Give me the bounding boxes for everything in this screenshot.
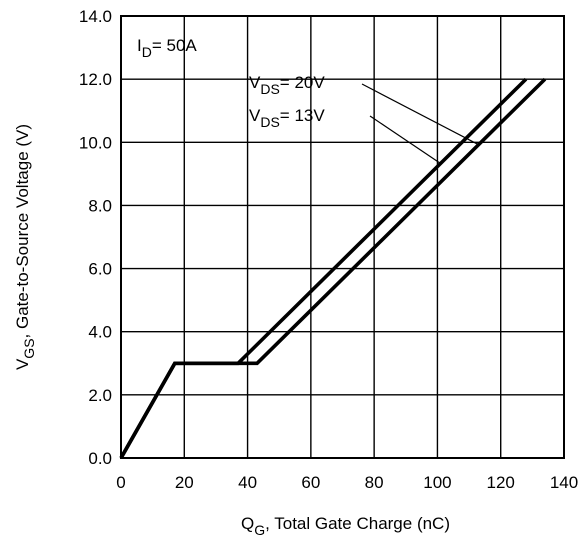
x-tick-label: 60 [301, 473, 320, 492]
y-axis-label-sub: GS [21, 338, 37, 358]
vds-13v-main: V [249, 106, 261, 125]
x-axis-label: QG, Total Gate Charge (nC) [241, 514, 450, 538]
y-tick-label: 12.0 [79, 70, 112, 89]
y-tick-label: 10.0 [79, 133, 112, 152]
id-annotation: ID= 50A [137, 36, 197, 60]
x-axis-label-main: Q [241, 514, 254, 533]
vds-20v-annotation: VDS= 20V [249, 73, 325, 97]
vds-13v-sub: DS [260, 114, 279, 130]
vds-20v-rest: = 20V [280, 73, 326, 92]
y-tick-label: 4.0 [88, 323, 112, 342]
plot-area-frame [120, 15, 565, 459]
y-tick-label: 2.0 [88, 386, 112, 405]
vds-13v-annotation: VDS= 13V [249, 106, 325, 130]
vds-20v-main: V [249, 73, 261, 92]
grid-lines [121, 16, 564, 458]
data-series [119, 77, 547, 459]
x-axis-label-rest: , Total Gate Charge (nC) [265, 514, 450, 533]
y-tick-label: 8.0 [88, 196, 112, 215]
series-line-vds-20v [119, 77, 547, 459]
y-axis-label: VGS, Gate-to-Source Voltage (V) [13, 124, 37, 370]
vds-20v-sub: DS [260, 81, 279, 97]
leader-line-vds-20v [361, 83, 479, 146]
y-tick-label: 6.0 [88, 260, 112, 279]
id-annotation-main: I [137, 36, 142, 55]
y-tick-label: 0.0 [88, 449, 112, 468]
y-tick-label: 14.0 [79, 7, 112, 26]
id-annotation-sub: D [142, 44, 152, 60]
x-tick-label: 20 [175, 473, 194, 492]
annotation-leader-lines [361, 83, 479, 164]
leader-line-vds-13v [369, 115, 441, 164]
x-tick-label: 40 [238, 473, 257, 492]
tick-labels: 0 20 40 60 80 100 120 140 0.0 2.0 4.0 6.0 8.0 10.0 12.… [79, 7, 578, 492]
x-tick-label: 140 [550, 473, 578, 492]
id-annotation-rest: = 50A [152, 36, 198, 55]
x-axis-label-sub: G [254, 522, 265, 538]
x-tick-label: 120 [487, 473, 515, 492]
y-axis-label-rest: , Gate-to-Source Voltage (V) [13, 124, 32, 339]
x-tick-label: 0 [116, 473, 125, 492]
x-tick-label: 80 [365, 473, 384, 492]
vds-13v-rest: = 13V [280, 106, 326, 125]
x-tick-label: 100 [423, 473, 451, 492]
y-axis-label-main: V [13, 358, 32, 370]
